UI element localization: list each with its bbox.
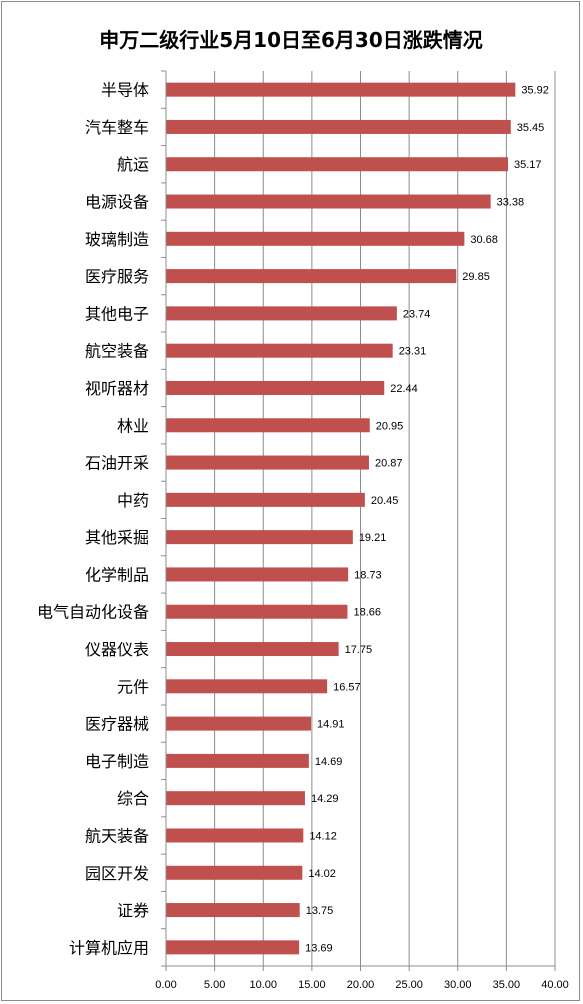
category-label: 航天装备 <box>85 826 149 845</box>
category-label: 元件 <box>117 677 149 696</box>
value-label: 23.31 <box>399 346 427 358</box>
category-label: 计算机应用 <box>69 938 149 957</box>
bar <box>166 530 353 545</box>
bar <box>166 828 304 843</box>
category-label: 电气自动化设备 <box>37 603 149 622</box>
value-label: 35.92 <box>521 85 549 97</box>
value-label: 14.02 <box>308 868 336 880</box>
category-label: 航运 <box>117 155 149 174</box>
bar <box>166 642 339 657</box>
value-label: 19.21 <box>359 532 387 544</box>
value-label: 23.74 <box>403 308 431 320</box>
bar <box>166 82 516 97</box>
category-label: 证券 <box>117 901 149 920</box>
category-label: 医疗服务 <box>85 267 149 286</box>
x-tick-label: 25.00 <box>395 979 423 991</box>
value-label: 29.85 <box>462 271 490 283</box>
value-label: 18.66 <box>353 607 381 619</box>
value-label: 20.45 <box>371 495 399 507</box>
bars <box>166 82 516 955</box>
x-tick-label: 0.00 <box>155 979 176 991</box>
x-tick-label: 15.00 <box>298 979 326 991</box>
x-tick-label: 5.00 <box>204 979 225 991</box>
bar <box>166 306 397 321</box>
bar <box>166 119 511 134</box>
value-label: 14.12 <box>309 830 337 842</box>
value-label: 17.75 <box>345 644 373 656</box>
bar <box>166 903 300 918</box>
x-tick-label: 10.00 <box>249 979 277 991</box>
value-label: 20.87 <box>375 458 403 470</box>
bar <box>166 231 465 246</box>
bar <box>166 269 457 284</box>
value-label: 18.73 <box>354 569 382 581</box>
x-tick-label: 40.00 <box>541 979 569 991</box>
category-label: 航空装备 <box>85 342 149 361</box>
category-label: 电源设备 <box>85 193 149 212</box>
value-label: 14.29 <box>311 793 339 805</box>
bar <box>166 492 365 507</box>
value-label: 14.91 <box>317 719 345 731</box>
category-label: 化学制品 <box>85 565 149 584</box>
x-tick-label: 35.00 <box>493 979 521 991</box>
category-label: 综合 <box>117 789 149 808</box>
value-label: 30.68 <box>470 234 498 246</box>
value-label: 35.45 <box>517 122 545 134</box>
bar <box>166 194 491 209</box>
value-label: 35.17 <box>514 159 542 171</box>
bar <box>166 716 311 731</box>
labels: 半导体 35.92 汽车整车 35.45 航运 35.17 电源设备 33.38 玻璃制造 30.… <box>37 81 569 991</box>
bar <box>166 380 385 395</box>
bar <box>166 791 305 806</box>
category-label: 电子制造 <box>85 752 149 771</box>
value-label: 22.44 <box>390 383 418 395</box>
category-label: 汽车整车 <box>85 118 149 137</box>
value-label: 20.95 <box>376 420 404 432</box>
bar <box>166 157 509 172</box>
value-label: 14.69 <box>315 756 343 768</box>
category-label: 仪器仪表 <box>85 640 149 659</box>
bar <box>166 865 303 880</box>
category-label: 半导体 <box>101 81 149 100</box>
category-label: 玻璃制造 <box>85 230 149 249</box>
bar <box>166 455 369 470</box>
grid-lines <box>214 71 556 966</box>
chart-title: 申万二级行业5月10日至6月30日涨跌情况 <box>99 28 483 52</box>
value-label: 13.75 <box>306 905 334 917</box>
bar <box>166 940 300 955</box>
category-label: 园区开发 <box>85 864 149 883</box>
x-tick-label: 20.00 <box>347 979 375 991</box>
category-label: 中药 <box>117 491 149 510</box>
x-tick-label: 30.00 <box>444 979 472 991</box>
bar <box>166 753 309 768</box>
value-label: 16.57 <box>333 681 361 693</box>
category-label: 其他电子 <box>85 304 149 323</box>
category-label: 石油开采 <box>85 454 149 473</box>
bar <box>166 418 370 433</box>
value-label: 13.69 <box>305 942 333 954</box>
value-label: 33.38 <box>497 197 525 209</box>
bar <box>166 567 349 582</box>
bar <box>166 343 393 358</box>
category-label: 医疗器械 <box>85 715 149 734</box>
category-label: 其他采掘 <box>85 528 149 547</box>
bar <box>166 679 328 694</box>
category-label: 林业 <box>117 416 149 435</box>
bar <box>166 604 348 619</box>
axes <box>161 70 556 971</box>
category-label: 视听器材 <box>85 379 149 398</box>
